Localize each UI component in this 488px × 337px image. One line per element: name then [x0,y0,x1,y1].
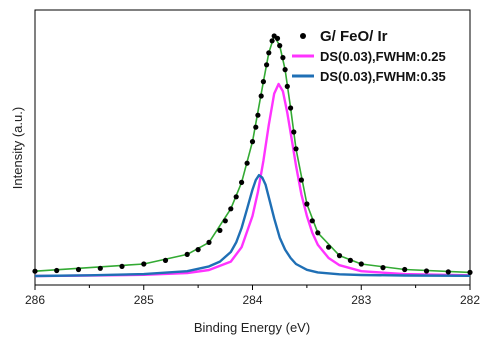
data-point [288,105,294,111]
x-axis-title: Binding Energy (eV) [194,320,310,335]
data-point [162,257,169,263]
data-point [326,244,332,250]
legend-label: DS(0.03),FWHM:0.35 [320,69,446,84]
legend-label: DS(0.03),FWHM:0.25 [320,49,446,64]
data-point [32,268,38,274]
x-tick-label: 283 [351,293,371,307]
data-point [291,129,297,135]
data-point [244,160,250,166]
data-point [54,267,60,274]
data-point [358,261,364,267]
data-point [195,247,201,253]
data-point [222,218,228,224]
data-point [309,218,315,224]
data-point [277,43,283,49]
x-axis: 286 285 284 283 282 [25,285,480,307]
y-axis-title: Intensity (a.u.) [10,107,25,189]
data-point [315,230,321,236]
data-point [282,67,288,73]
data-point [304,201,310,207]
legend-label: G/ FeO/ Ir [320,28,388,45]
data-point [293,146,299,152]
series-layer [32,33,473,278]
data-point [266,50,272,56]
x-tick-label: 286 [25,293,45,307]
data-point [255,112,261,118]
data-point [280,55,286,61]
data-point [298,177,304,183]
data-point [445,269,451,275]
data-point [269,38,275,44]
data-point [97,265,103,271]
series-line-3 [34,174,471,278]
data-point [467,269,473,275]
legend: G/ FeO/ Ir DS(0.03),FWHM:0.25 DS(0.03),FWH… [292,28,446,84]
data-point [402,266,408,273]
x-tick-label: 285 [134,293,154,307]
legend-marker [300,33,306,39]
data-point [336,253,343,259]
data-point [228,206,234,212]
data-point [217,227,223,233]
data-point [423,268,430,274]
data-point [260,79,266,85]
data-point [284,83,290,89]
data-point [119,263,125,269]
data-point [75,266,82,273]
data-point [141,261,147,267]
data-point [206,239,212,245]
data-point [274,35,281,42]
x-tick-label: 282 [460,293,480,307]
data-point [253,124,259,130]
data-point [233,194,239,200]
data-point [264,62,270,68]
data-point [239,179,245,185]
data-point [184,251,190,257]
data-point [258,93,264,99]
data-point [347,257,353,263]
data-point [380,265,386,271]
x-tick-label: 284 [242,293,262,307]
series-line-2 [34,82,471,278]
data-point [249,139,256,145]
